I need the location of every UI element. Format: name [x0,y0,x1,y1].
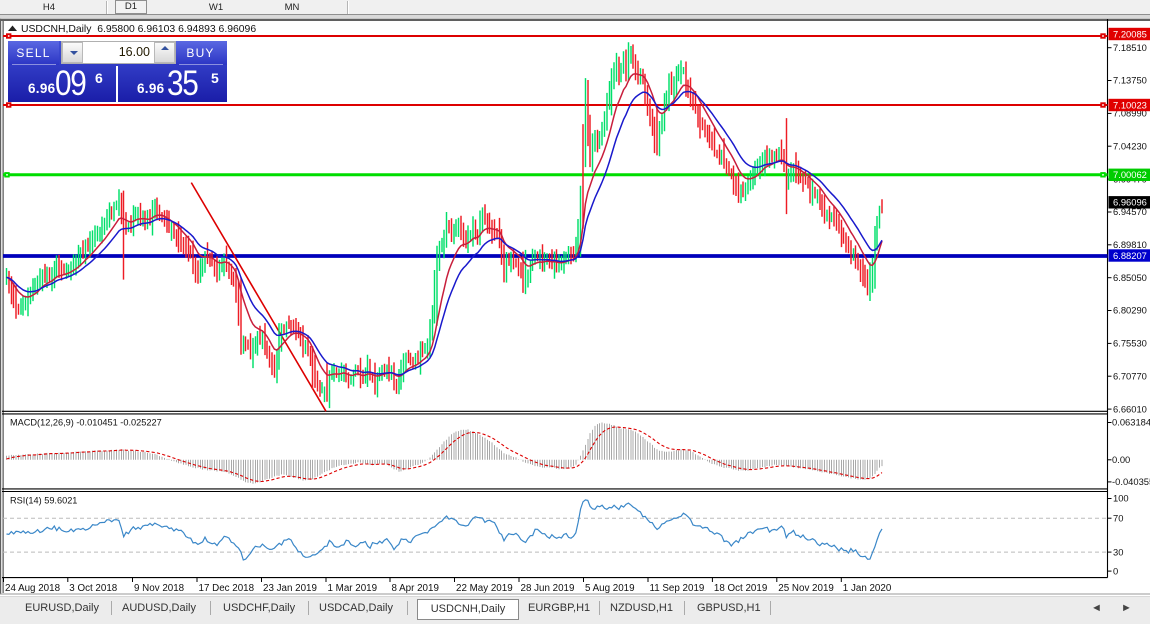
svg-text:5 Aug 2019: 5 Aug 2019 [585,583,635,594]
svg-text:6.89810: 6.89810 [1113,239,1147,250]
svg-text:6.75530: 6.75530 [1113,338,1147,349]
svg-text:7.00062: 7.00062 [1113,169,1147,180]
svg-text:0: 0 [1113,565,1118,576]
svg-text:6.70770: 6.70770 [1113,370,1147,381]
svg-text:-0.040355: -0.040355 [1112,476,1150,487]
svg-text:11 Sep 2019: 11 Sep 2019 [650,583,705,594]
svg-text:MACD(12,26,9) -0.010451 -0.025: MACD(12,26,9) -0.010451 -0.025227 [10,418,162,428]
svg-text:100: 100 [1113,493,1129,504]
svg-text:7.20085: 7.20085 [1113,28,1147,39]
svg-text:0.00: 0.00 [1112,454,1130,465]
svg-text:7.18510: 7.18510 [1113,42,1147,53]
svg-text:22 May 2019: 22 May 2019 [456,583,513,594]
svg-text:6.94570: 6.94570 [1113,206,1147,217]
svg-text:70: 70 [1113,512,1123,523]
svg-text:3 Oct 2018: 3 Oct 2018 [69,583,117,594]
svg-text:RSI(14) 59.6021: RSI(14) 59.6021 [10,496,77,506]
svg-text:1 Mar 2019: 1 Mar 2019 [328,583,378,594]
svg-text:7.04230: 7.04230 [1113,140,1147,151]
svg-text:7.10023: 7.10023 [1113,99,1147,110]
svg-text:6.80290: 6.80290 [1113,305,1147,316]
svg-text:6.88207: 6.88207 [1113,250,1147,261]
svg-text:23 Jan 2019: 23 Jan 2019 [263,583,317,594]
svg-text:6.66010: 6.66010 [1113,403,1147,414]
svg-text:24 Aug 2018: 24 Aug 2018 [5,583,61,594]
svg-text:USDCNH,Daily 6.95800 6.96103: USDCNH,Daily 6.95800 6.96103 6.94893 6.9… [21,24,256,35]
svg-text:30: 30 [1113,546,1123,557]
svg-text:17 Dec 2018: 17 Dec 2018 [199,583,255,594]
svg-text:0.063184: 0.063184 [1112,417,1150,428]
svg-text:18 Oct 2019: 18 Oct 2019 [714,583,767,594]
svg-text:9 Nov 2018: 9 Nov 2018 [134,583,185,594]
svg-text:7.08990: 7.08990 [1113,108,1147,119]
svg-text:8 Apr 2019: 8 Apr 2019 [392,583,439,594]
svg-text:1 Jan 2020: 1 Jan 2020 [843,583,892,594]
svg-text:6.96096: 6.96096 [1113,197,1147,208]
svg-text:28 Jun 2019: 28 Jun 2019 [521,583,575,594]
svg-text:7.13750: 7.13750 [1113,75,1147,86]
svg-text:25 Nov 2019: 25 Nov 2019 [778,583,834,594]
svg-text:6.85050: 6.85050 [1113,272,1147,283]
